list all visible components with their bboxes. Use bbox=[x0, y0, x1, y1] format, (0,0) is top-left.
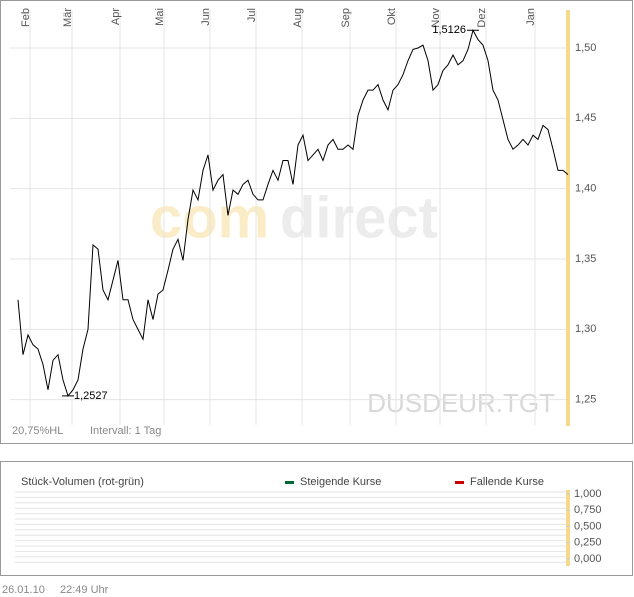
y-tick-label: 1,000 bbox=[574, 488, 602, 500]
y-tick-label: 1,35 bbox=[575, 253, 596, 265]
footer-time: 22:49 Uhr bbox=[60, 584, 109, 596]
interval-info: Intervall: 1 Tag bbox=[90, 425, 161, 437]
x-tick-label: Mär bbox=[62, 8, 74, 27]
legend-swatch bbox=[455, 481, 464, 484]
watermark-direct: direct bbox=[280, 185, 438, 250]
y-tick-label: 0,500 bbox=[574, 520, 602, 532]
y-tick-label: 1,45 bbox=[575, 112, 596, 124]
x-tick-label: Jul bbox=[246, 8, 258, 22]
footer-date: 26.01.10 bbox=[2, 584, 45, 596]
right-edge-bar bbox=[566, 490, 570, 566]
x-tick-label: Mai bbox=[154, 8, 166, 26]
legend-label: Fallende Kurse bbox=[470, 476, 544, 488]
y-tick-label: 0,250 bbox=[574, 537, 602, 549]
annotation-label: 1,5126 bbox=[432, 24, 466, 36]
y-tick-label: 1,50 bbox=[575, 42, 596, 54]
legend-swatch bbox=[285, 481, 294, 484]
y-tick-label: 0,750 bbox=[574, 504, 602, 516]
x-tick-label: Dez bbox=[476, 8, 488, 28]
right-edge-bar bbox=[566, 10, 570, 426]
price-panel bbox=[0, 0, 633, 444]
x-tick-label: Aug bbox=[292, 8, 304, 28]
y-tick-label: 1,30 bbox=[575, 323, 596, 335]
annotation-label: 1,2527 bbox=[74, 390, 108, 402]
x-tick-label: Nov bbox=[430, 8, 442, 28]
x-tick-label: Sep bbox=[340, 8, 352, 28]
range-info: 20,75%HL bbox=[12, 425, 63, 437]
x-tick-label: Apr bbox=[110, 8, 122, 25]
y-tick-label: 1,40 bbox=[575, 183, 596, 195]
x-tick-label: Okt bbox=[386, 8, 398, 25]
y-tick-label: 0,000 bbox=[574, 553, 602, 565]
volume-title: Stück-Volumen (rot-grün) bbox=[21, 476, 144, 488]
x-tick-label: Feb bbox=[20, 8, 32, 27]
x-tick-label: Jun bbox=[200, 8, 212, 26]
legend-label: Steigende Kurse bbox=[300, 476, 381, 488]
x-tick-label: Jan bbox=[525, 8, 537, 26]
symbol-watermark: DUSDEUR.TGT bbox=[367, 388, 555, 418]
y-tick-label: 1,25 bbox=[575, 394, 596, 406]
price-line bbox=[17, 28, 569, 397]
